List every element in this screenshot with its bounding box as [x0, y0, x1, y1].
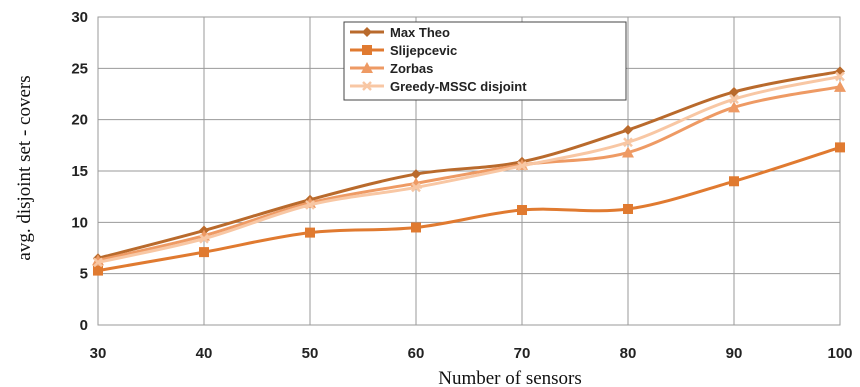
- data-point-slijepcevic: [835, 142, 845, 153]
- data-point-greedy-mssc-disjoint: [199, 233, 209, 244]
- data-point-max-theo: [411, 169, 421, 180]
- series-slijepcevic: [93, 142, 845, 276]
- x-axis-title: Number of sensors: [438, 368, 582, 387]
- data-point-greedy-mssc-disjoint: [623, 137, 633, 148]
- x-tick-label: 70: [514, 345, 531, 362]
- data-point-greedy-mssc-disjoint: [411, 182, 421, 193]
- legend-label-slijepcevic: Slijepcevic: [390, 43, 457, 58]
- data-point-slijepcevic: [305, 227, 315, 238]
- y-tick-label: 15: [71, 163, 88, 180]
- legend-label-zorbas: Zorbas: [390, 61, 433, 76]
- legend-marker-max-theo: [362, 27, 372, 37]
- data-point-greedy-mssc-disjoint-stroke: [835, 71, 845, 82]
- legend-marker-greedy-mssc-disjoint: [362, 81, 372, 91]
- data-point-zorbas: [622, 146, 634, 158]
- series-greedy-mssc-disjoint: [93, 71, 845, 268]
- data-point-greedy-mssc-disjoint: [729, 94, 739, 105]
- x-tick-label: 100: [827, 345, 852, 362]
- x-tick-label: 80: [620, 345, 637, 362]
- data-point-greedy-mssc-disjoint-stroke: [623, 137, 633, 148]
- legend-box: [343, 21, 627, 101]
- data-point-zorbas: [834, 80, 846, 92]
- data-point-greedy-mssc-disjoint-stroke: [411, 182, 421, 193]
- legend-marker-greedy-mssc-disjoint-stroke: [362, 81, 372, 91]
- y-tick-label: 0: [80, 317, 88, 334]
- legend-marker-slijepcevic: [362, 45, 372, 55]
- data-point-zorbas: [728, 101, 740, 113]
- series-line-slijepcevic: [97, 145, 841, 273]
- x-tick-label: 40: [196, 345, 213, 362]
- x-tick-label: 50: [302, 345, 319, 362]
- data-point-greedy-mssc-disjoint: [517, 160, 527, 171]
- data-point-greedy-mssc-disjoint-stroke: [93, 257, 103, 268]
- data-point-greedy-mssc-disjoint-stroke: [729, 94, 739, 105]
- data-point-greedy-mssc-disjoint-stroke: [305, 199, 315, 210]
- data-point-max-theo: [729, 86, 739, 97]
- y-tick-labels: 0 5 10 15 20 25 30: [71, 9, 88, 334]
- y-tick-label: 5: [80, 266, 88, 283]
- series-line-max-theo: [97, 69, 841, 260]
- data-point-slijepcevic: [93, 265, 103, 276]
- series-group: [92, 66, 846, 276]
- series-line-zorbas: [97, 85, 841, 262]
- y-tick-label: 30: [71, 9, 88, 26]
- data-point-greedy-mssc-disjoint-stroke: [517, 160, 527, 171]
- series-line-greedy-mssc-disjoint: [97, 75, 841, 264]
- y-tick-label: 20: [71, 112, 88, 129]
- data-point-max-theo: [623, 124, 633, 135]
- x-tick-label: 90: [726, 345, 743, 362]
- data-point-greedy-mssc-disjoint: [305, 199, 315, 210]
- legend: Max Theo Slijepcevic Zorbas Greedy-MSSC dis…: [343, 21, 627, 101]
- legend-marker-zorbas: [361, 62, 373, 73]
- x-tick-label: 30: [90, 345, 107, 362]
- data-point-slijepcevic: [199, 247, 209, 258]
- data-point-slijepcevic: [729, 176, 739, 187]
- legend-label-greedy-mssc-disjoint: Greedy-MSSC disjoint: [390, 79, 527, 94]
- x-tick-labels: 30 40 50 60 70 80 90 100: [90, 345, 853, 362]
- data-point-slijepcevic: [517, 205, 527, 216]
- legend-label-max-theo: Max Theo: [390, 25, 450, 40]
- y-tick-label: 10: [71, 214, 88, 231]
- data-point-greedy-mssc-disjoint: [835, 71, 845, 82]
- y-axis-title: avg. disjoint set - covers: [14, 75, 35, 260]
- y-tick-label: 25: [71, 60, 88, 77]
- gridlines: [97, 16, 841, 326]
- data-point-greedy-mssc-disjoint: [93, 257, 103, 268]
- data-point-slijepcevic: [623, 203, 633, 214]
- data-point-greedy-mssc-disjoint-stroke: [199, 233, 209, 244]
- x-tick-label: 60: [408, 345, 425, 362]
- data-point-slijepcevic: [411, 222, 421, 233]
